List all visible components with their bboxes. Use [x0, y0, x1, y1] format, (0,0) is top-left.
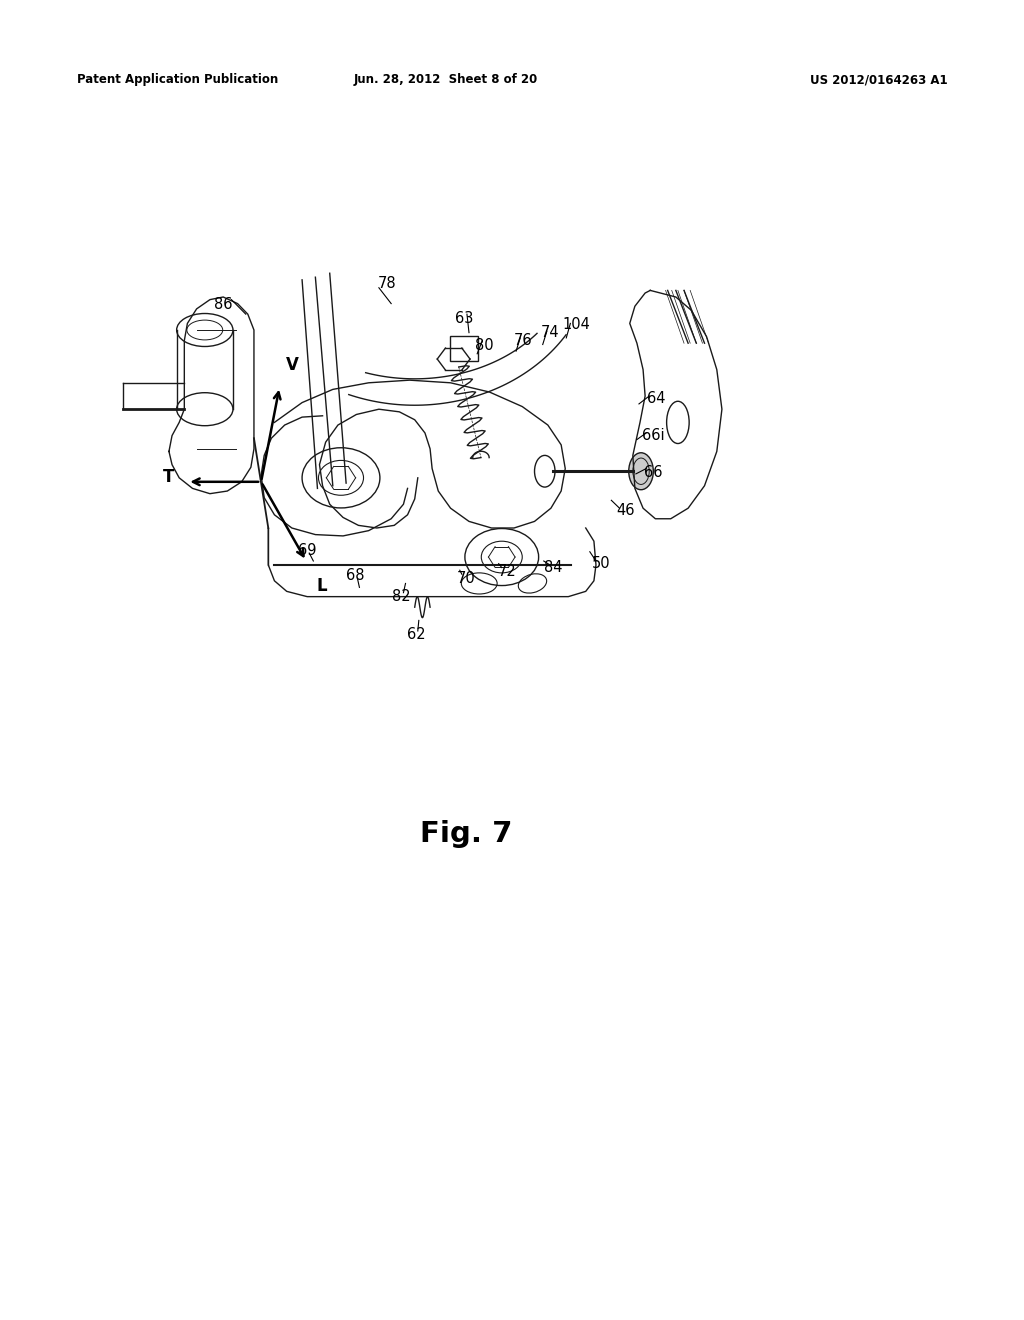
Text: Patent Application Publication: Patent Application Publication — [77, 74, 279, 87]
Text: 63: 63 — [455, 310, 473, 326]
Text: T: T — [163, 467, 174, 486]
Text: 69: 69 — [298, 543, 316, 558]
Text: 68: 68 — [346, 568, 365, 583]
Text: 76: 76 — [514, 333, 532, 348]
Text: 46: 46 — [616, 503, 635, 519]
Text: 64: 64 — [647, 391, 666, 407]
Text: L: L — [316, 577, 327, 595]
Text: 62: 62 — [408, 627, 426, 643]
Text: 78: 78 — [378, 276, 396, 292]
Text: US 2012/0164263 A1: US 2012/0164263 A1 — [810, 74, 947, 87]
Text: 84: 84 — [544, 560, 562, 576]
Ellipse shape — [629, 453, 653, 490]
Text: 66: 66 — [644, 465, 663, 480]
Text: 70: 70 — [457, 570, 475, 586]
Text: 104: 104 — [562, 317, 591, 333]
Text: 74: 74 — [541, 325, 559, 341]
Text: Fig. 7: Fig. 7 — [420, 820, 512, 849]
Text: V: V — [286, 355, 299, 374]
Text: 80: 80 — [475, 338, 494, 354]
Text: 50: 50 — [592, 556, 610, 572]
Text: 66i: 66i — [642, 428, 665, 444]
Text: 72: 72 — [498, 564, 516, 579]
Text: Jun. 28, 2012  Sheet 8 of 20: Jun. 28, 2012 Sheet 8 of 20 — [353, 74, 538, 87]
Text: 86: 86 — [214, 297, 232, 313]
Text: 82: 82 — [392, 589, 411, 605]
